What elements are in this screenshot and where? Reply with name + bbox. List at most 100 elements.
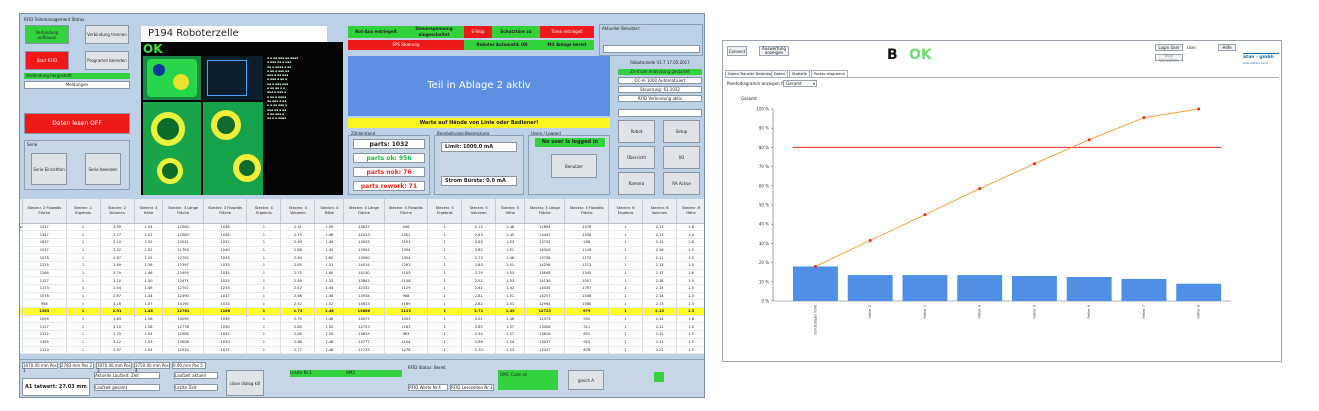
column-header[interactable]: Stecknr. 6 Höhe [676,199,704,224]
table-row[interactable]: 1395 1 3.12 1.53 13008 1010 1 2.66 1.46 13777 1104… [20,338,704,347]
row-selector[interactable] [20,246,23,255]
row-selector[interactable] [20,276,23,285]
filter-label: Paretodiagramm anzeigen für: [727,81,788,86]
table-cell: 2.63 [100,315,135,324]
row-selector[interactable] [20,284,23,293]
help-button[interactable]: Hilfe [1218,44,1236,51]
pos-tab-5[interactable]: 0.00 mm Pos 5 [172,362,206,369]
column-header[interactable]: Stecknr. 5 Volumen [461,199,497,224]
table-cell: 1.49 [495,307,526,316]
table-row[interactable]: 1157 1 3.10 1.58 12778 1030 1 2.80 1.50 12753 1163… [20,322,704,332]
column-header[interactable]: Stecknr. 4 Ergebnis [246,199,282,224]
table-row[interactable]: 1173 1 2.54 1.48 12702 1233 1 2.47 1.44 12332 1129… [20,284,704,293]
login-user-button[interactable]: Login User [1155,44,1183,51]
table-cell: 1 [66,253,101,262]
column-header[interactable]: Stecknr. 5 Höhe [495,199,526,224]
row-selector[interactable] [20,307,23,316]
column-header[interactable]: Stecknr. 4 Flowdits Fläche [384,199,429,224]
column-header[interactable]: Stecknr. 1 Ergebnis [66,199,101,224]
column-header[interactable]: Stecknr. 6 Ergebnis [608,199,644,224]
table-row[interactable]: 1322 1 2.75 1.54 12988 1032 1 2.80 1.52 13619 963 1… [20,330,704,339]
overview-button[interactable]: Übersicht [618,146,655,169]
table-row[interactable]: 1078 1 2.67 1.55 12702 1043 1 2.64 1.60 13590 1304… [20,253,704,262]
series-end-button[interactable]: Serie beenden [85,153,121,185]
robot-button[interactable]: Robot [618,120,655,143]
table-cell: 12471 [162,276,204,285]
row-selector[interactable] [20,230,23,239]
connect-db-button[interactable]: Connect [727,46,747,56]
row-selector[interactable] [20,299,23,309]
read-data-toggle[interactable]: Daten lesen OFF [24,113,130,134]
table-row[interactable]: 1383 1 2.91 1.48 12761 1168 1 2.73 1.48 13886 1123… [20,307,704,316]
table-cell: 1 [66,315,101,324]
column-header[interactable]: Stecknr. 2 Flowdits Fläche [22,199,67,224]
table-cell: 2.88 [280,246,316,255]
table-row[interactable]: 1127 1 3.10 1.50 12471 1025 1 2.85 1.53 13843 1108… [20,276,704,285]
table-cell: 1 [427,307,463,316]
io-button[interactable]: I/O [663,146,700,169]
column-header[interactable]: Stecknr. 2 Volumen [100,199,135,224]
row-selector[interactable] [20,238,23,247]
connect-button[interactable]: Verbindung aufbauen [25,25,69,44]
table-cell: 1.44 [134,292,164,301]
table-cell: 1.5 [676,261,704,270]
column-header[interactable]: Stecknr. 4 Länge Fläche [343,199,385,224]
counter-parts-ok: parts ok: 956 [353,153,425,163]
show-evaluation-button[interactable]: Auswertung anzeigen [759,46,789,56]
table-row[interactable]: 1123 1 2.97 1.54 12934 1075 1 2.77 1.48 12733 1278… [20,346,704,355]
table-row[interactable]: ▸ 1417 1 3.09 1.54 12084 1036 1 2.31 1.59 13837 946… [20,223,704,232]
row-selector[interactable] [20,346,23,355]
tab-statistik[interactable]: Statistik [789,70,810,77]
row-selector[interactable]: ▸ [20,223,23,232]
exit-program-button[interactable]: Programm beenden [85,51,129,70]
column-header[interactable]: Stecknr. 4 Volumen [280,199,316,224]
column-header[interactable]: Stecknr. 5 Länge Fläche [524,199,566,224]
table-row[interactable]: 1094 1 2.63 1.56 14290 1039 1 2.70 1.46 14077 1003… [20,315,704,324]
table-row[interactable]: 958 1 3.16 1.57 14190 1033 1 2.52 1.52 14623 1169 1… [20,299,704,309]
limit-group: Limit: 1000.0 mA Strom Bürste: 0.0 mA [434,135,524,195]
table-row[interactable]: 1225 1 2.89 1.56 12397 1033 1 2.85 1.51 14014 1262… [20,261,704,270]
equal-a-button[interactable]: gleich A [568,370,604,390]
row-selector[interactable] [20,253,23,262]
column-header[interactable]: Stecknr. 3 Länge Fläche [162,199,204,224]
filter-select[interactable]: Gesamt ▾ [783,80,817,87]
table-cell: 12761 [162,307,204,316]
column-header[interactable]: Stecknr. 4 Höhe [314,199,345,224]
table-row[interactable]: 1347 1 2.77 1.52 12080 1038 1 2.75 1.46 12023 1302… [20,230,704,239]
column-header[interactable]: Stecknr. 5 Flowdits Fläche [564,199,610,224]
tab-daten[interactable]: Daten [771,70,788,77]
pos-tab-4[interactable]: 3750.00 mm Pos 4 [134,362,170,373]
ra-axis-button[interactable]: RA Achse [663,172,700,195]
row-selector[interactable] [20,292,23,301]
camera-button[interactable]: Kamera [618,172,655,195]
close-dialog-button[interactable]: close dialog kill [226,370,264,396]
setup-button[interactable]: Setup [663,120,700,143]
info-input[interactable] [618,109,702,117]
table-cell: 2.16 [642,246,678,255]
table-row[interactable]: 1264 1 2.79 1.46 12495 1035 1 2.75 1.60 14100 1105… [20,269,704,278]
user-manage-button[interactable]: User Verwalten [1155,53,1183,63]
row-selector[interactable] [20,338,23,347]
disconnect-button[interactable]: Verbindung trennen [85,25,129,44]
table-row[interactable]: 1078 1 2.67 1.44 12490 1037 1 2.66 1.46 13934 988 1… [20,292,704,301]
column-header[interactable]: Stecknr. 3 Flowdits Fläche [203,199,248,224]
table-cell: 1039 [203,315,248,324]
user-button[interactable]: Benutzer [551,154,597,178]
row-selector[interactable] [20,322,23,332]
pos-tab-1[interactable]: 1970.00 mm Pos 1 [22,362,58,373]
row-selector[interactable] [20,269,23,278]
column-header[interactable]: Stecknr. 3 Höhe [134,199,164,224]
table-row[interactable]: 1637 1 2.10 1.52 12031 1031 1 2.69 1.49 13503 1193… [20,238,704,247]
pos-tab-2[interactable]: 2783 mm Pos 2 [60,362,94,369]
tab-pareto[interactable]: Pareto diagramm [811,70,849,77]
pos-tab-3[interactable]: 1970.00 mm Pos 3 [96,362,132,373]
table-row[interactable]: 1237 1 3.22 1.52 11795 1040 1 2.88 1.45 13954 1394… [20,246,704,255]
series-setup-button[interactable]: Serie Einrichten [31,153,67,185]
row-selector[interactable] [20,315,23,324]
row-selector[interactable] [20,330,23,339]
column-header[interactable]: Stecknr. 6 Volumen [642,199,678,224]
start-rfid-button[interactable]: Start RFID [25,51,69,70]
column-header[interactable]: Stecknr. 5 Ergebnis [427,199,463,224]
table-cell: 1 [66,223,101,232]
row-selector[interactable] [20,261,23,270]
